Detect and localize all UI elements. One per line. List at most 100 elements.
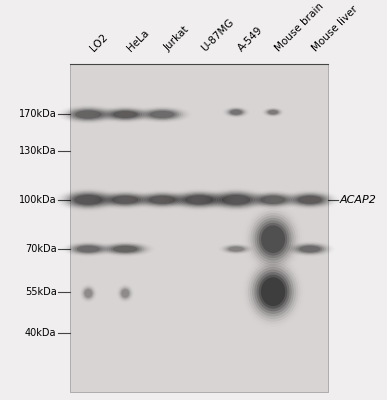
Ellipse shape [212, 191, 260, 208]
Ellipse shape [254, 270, 292, 314]
Text: 130kDa: 130kDa [19, 146, 57, 156]
Ellipse shape [120, 288, 130, 299]
Ellipse shape [265, 108, 281, 116]
Ellipse shape [103, 193, 148, 207]
Ellipse shape [146, 110, 179, 120]
Ellipse shape [113, 111, 138, 118]
Ellipse shape [113, 246, 138, 252]
Ellipse shape [106, 109, 144, 120]
Ellipse shape [293, 194, 327, 205]
Ellipse shape [137, 192, 188, 208]
Ellipse shape [84, 288, 93, 298]
Text: Mouse liver: Mouse liver [310, 4, 360, 53]
Ellipse shape [254, 194, 292, 206]
Ellipse shape [100, 192, 151, 208]
Ellipse shape [219, 194, 253, 206]
Text: Mouse brain: Mouse brain [273, 1, 325, 53]
Ellipse shape [150, 111, 175, 118]
Ellipse shape [267, 110, 279, 115]
Ellipse shape [104, 108, 147, 121]
Ellipse shape [120, 287, 131, 300]
Ellipse shape [227, 108, 245, 116]
Ellipse shape [147, 195, 178, 205]
Text: 170kDa: 170kDa [19, 110, 57, 120]
Ellipse shape [75, 110, 102, 118]
Text: A-549: A-549 [236, 25, 265, 53]
Ellipse shape [77, 246, 100, 252]
Ellipse shape [172, 191, 226, 208]
Ellipse shape [256, 194, 290, 205]
Ellipse shape [175, 192, 224, 208]
Ellipse shape [105, 194, 146, 206]
Ellipse shape [261, 196, 286, 204]
Ellipse shape [107, 194, 143, 205]
Ellipse shape [111, 245, 140, 253]
Ellipse shape [64, 191, 113, 208]
Ellipse shape [250, 264, 296, 319]
Ellipse shape [84, 289, 92, 298]
Ellipse shape [255, 218, 291, 260]
Text: 70kDa: 70kDa [25, 244, 57, 254]
Ellipse shape [69, 193, 108, 206]
Ellipse shape [69, 243, 108, 255]
Text: ACAP2: ACAP2 [340, 195, 377, 205]
Ellipse shape [66, 192, 110, 207]
Ellipse shape [267, 109, 279, 115]
Ellipse shape [75, 245, 102, 253]
Ellipse shape [224, 245, 248, 253]
Ellipse shape [257, 272, 289, 311]
Ellipse shape [286, 192, 334, 208]
Ellipse shape [289, 193, 331, 207]
Ellipse shape [228, 246, 244, 252]
Ellipse shape [182, 194, 216, 205]
Ellipse shape [214, 192, 258, 207]
Text: U-87MG: U-87MG [199, 17, 236, 53]
Ellipse shape [259, 195, 288, 205]
Ellipse shape [141, 108, 183, 121]
Ellipse shape [149, 196, 176, 204]
Ellipse shape [295, 195, 325, 205]
Ellipse shape [122, 289, 129, 298]
Ellipse shape [180, 194, 219, 206]
Ellipse shape [74, 195, 103, 205]
Ellipse shape [209, 190, 263, 209]
Ellipse shape [252, 215, 294, 263]
Ellipse shape [298, 196, 322, 204]
Bar [70, 64, 329, 392]
Ellipse shape [72, 194, 105, 206]
Ellipse shape [73, 110, 104, 119]
Ellipse shape [252, 193, 295, 207]
Ellipse shape [230, 110, 242, 115]
Ellipse shape [185, 195, 213, 204]
Ellipse shape [296, 244, 324, 254]
Ellipse shape [217, 193, 255, 206]
Ellipse shape [222, 195, 250, 205]
Ellipse shape [68, 108, 109, 121]
Ellipse shape [229, 109, 243, 115]
Ellipse shape [250, 213, 296, 266]
Ellipse shape [261, 277, 285, 306]
Ellipse shape [71, 244, 106, 254]
Ellipse shape [291, 194, 329, 206]
Ellipse shape [226, 108, 246, 116]
Text: 40kDa: 40kDa [25, 328, 57, 338]
Ellipse shape [83, 288, 94, 299]
Ellipse shape [139, 193, 185, 207]
Text: LO2: LO2 [88, 32, 110, 53]
Ellipse shape [292, 243, 328, 255]
Ellipse shape [227, 246, 245, 252]
Ellipse shape [268, 110, 278, 114]
Ellipse shape [111, 110, 140, 119]
Ellipse shape [61, 190, 115, 209]
Ellipse shape [70, 109, 106, 120]
Ellipse shape [266, 109, 280, 116]
Text: Jurkat: Jurkat [162, 25, 191, 53]
Ellipse shape [252, 267, 294, 316]
Ellipse shape [261, 225, 285, 253]
Ellipse shape [104, 243, 147, 255]
Ellipse shape [102, 108, 149, 121]
Ellipse shape [73, 244, 104, 254]
Ellipse shape [259, 275, 288, 309]
Ellipse shape [300, 246, 320, 252]
Ellipse shape [143, 109, 181, 120]
